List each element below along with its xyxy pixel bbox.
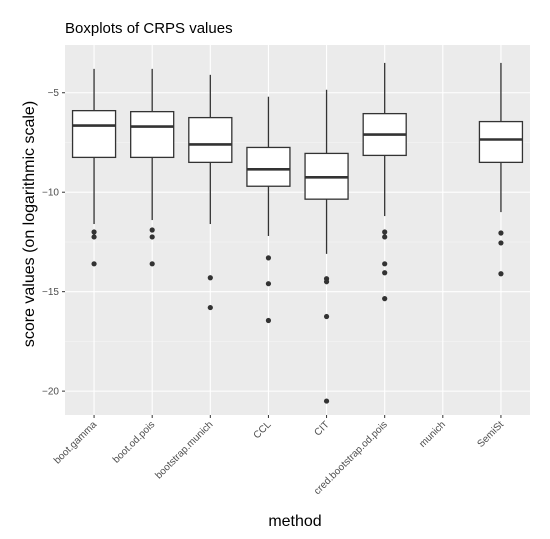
outlier-point [265,317,272,324]
outlier-point [207,275,213,281]
outlier-point [323,313,330,320]
x-tick-label: CIT [313,419,332,438]
box-cred-bootstrap-od-pois [362,62,407,302]
outlier-point [323,279,330,285]
box-iqr [71,109,117,159]
box-iqr [478,120,524,164]
outlier-point [265,281,272,287]
x-tick-label: bootstrap.munich [153,419,215,481]
box-iqr [188,116,233,164]
outlier-point [382,261,388,267]
y-axis-ticks: −20 −15 −10 −5 [42,88,65,398]
chart-title: Boxplots of CRPS values [65,20,233,37]
outlier-point [382,229,388,235]
y-tick-label: −5 [48,88,60,99]
x-tick-label: CCL [252,419,274,441]
y-tick-label: −10 [42,188,59,199]
box-iqr [246,146,291,187]
outlier-point [149,234,155,240]
outlier-point [91,261,97,267]
outlier-point [91,229,97,235]
x-axis-title: method [268,513,321,530]
outlier-point [498,271,504,277]
outlier-point [149,227,155,233]
outlier-point [382,270,388,276]
x-tick-label: boot.od.pois [111,419,157,465]
outlier-point [498,240,504,246]
plot-panel [65,45,530,415]
y-tick-label: −20 [42,387,59,398]
outlier-point [382,296,388,302]
box-semist [478,62,524,277]
box-ccl [246,96,291,324]
y-tick-label: −15 [42,287,59,298]
outlier-point [382,234,388,240]
x-tick-label: munich [417,419,448,450]
box-bootstrap-munich [188,74,233,311]
x-tick-label: boot.gamma [52,419,99,466]
box-iqr [130,110,175,159]
box-boot-gamma [71,68,117,267]
y-axis-title: score values (on logarithmic scale) [21,101,38,347]
box-boot-od-pois [130,68,175,267]
outlier-point [498,230,504,236]
box-cit [304,89,349,404]
outlier-point [91,234,97,240]
outlier-point [149,261,155,267]
x-tick-label: SemiSt [475,419,506,450]
outlier-point [207,304,213,311]
boxes [71,62,524,404]
outlier-point [265,255,272,261]
outlier-point [323,398,330,404]
